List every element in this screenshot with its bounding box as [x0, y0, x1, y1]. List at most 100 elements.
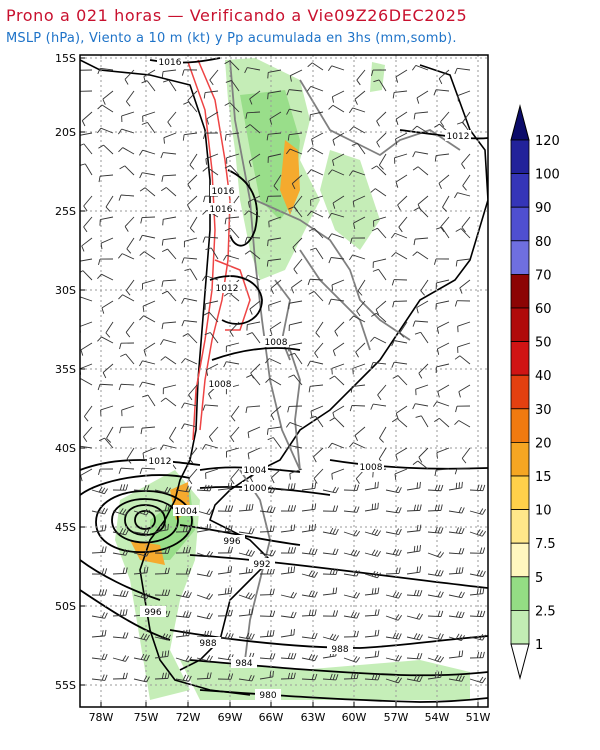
isobar-label: 984 — [235, 659, 252, 669]
wind-barb — [412, 151, 429, 158]
wind-barb — [154, 567, 170, 575]
colorbar-label: 70 — [535, 268, 552, 283]
wind-barb — [244, 210, 261, 218]
wind-barb — [175, 568, 192, 575]
precip-colorbar: 120 100 90 80 70 60 50 40 30 20 15 10 7.5 5 2.5 1 — [510, 104, 560, 680]
wind-barb — [266, 195, 282, 203]
isobar-label-bg — [157, 56, 183, 67]
wind-barb — [385, 486, 402, 494]
wind-barb — [142, 394, 156, 407]
wind-barb — [322, 527, 339, 535]
wind-barb — [80, 143, 93, 155]
wind-barb — [440, 111, 450, 128]
wind-barb — [348, 170, 366, 176]
wind-barb — [238, 674, 255, 682]
isobar-label-bg — [327, 643, 353, 654]
wind-barb — [355, 342, 366, 358]
wind-barb — [265, 378, 282, 386]
wind-barb — [139, 381, 156, 388]
wind-barb — [454, 355, 471, 365]
isobar-980 — [199, 689, 488, 703]
wind-barb — [379, 426, 387, 443]
isobar-992 — [189, 554, 488, 589]
latitude-label: 30S — [55, 284, 76, 297]
wind-barb — [328, 257, 345, 264]
wind-barb — [154, 633, 171, 641]
wind-barb — [457, 90, 471, 102]
wind-barb — [327, 65, 345, 72]
wind-barb — [343, 484, 360, 491]
wind-barb — [139, 360, 156, 367]
wind-barb — [112, 590, 129, 598]
wind-barb — [331, 90, 345, 103]
wind-barb — [112, 632, 129, 639]
longitude-label: 66W — [259, 711, 284, 724]
wind-barb — [427, 484, 444, 492]
wind-barb — [203, 132, 219, 140]
wind-barb — [175, 485, 192, 493]
terrain-contours — [187, 59, 251, 441]
wind-barb — [406, 545, 421, 554]
colorbar-top-triangle — [510, 104, 530, 141]
wind-barb — [442, 195, 450, 212]
wind-barb — [394, 468, 408, 480]
wind-barb — [270, 468, 282, 484]
wind-barb — [385, 676, 403, 684]
wind-barb — [121, 405, 135, 417]
wind-barb — [352, 363, 366, 375]
wind-barb — [238, 632, 255, 640]
wind-barb — [259, 653, 276, 660]
colorbar-segment — [510, 576, 530, 611]
wind-barb — [125, 321, 135, 338]
wind-barb — [310, 405, 324, 418]
wind-barb — [267, 153, 282, 163]
wind-barb — [343, 569, 360, 577]
wind-barb — [97, 104, 114, 113]
longitude-label: 57W — [384, 711, 409, 724]
wind-barb — [280, 566, 296, 575]
low-pressure-center-3 — [111, 498, 179, 544]
wind-barb — [301, 673, 318, 681]
wind-barb — [406, 504, 422, 512]
wind-barb — [175, 629, 191, 638]
isobar-label: 992 — [253, 560, 270, 570]
colorbar-segment — [510, 408, 530, 443]
latitude-label: 55S — [55, 679, 76, 692]
isobar-label-bg — [208, 203, 234, 214]
wind-barb — [301, 482, 317, 491]
wind-barb — [98, 258, 114, 265]
wind-barb — [385, 632, 402, 640]
wind-barb — [160, 187, 177, 197]
wind-barb — [469, 651, 485, 659]
wind-barb — [268, 300, 282, 312]
wind-barb — [364, 481, 379, 491]
isobar-1016-mid — [227, 169, 258, 247]
wind-barb — [102, 90, 114, 105]
wind-barb — [415, 415, 429, 428]
wind-barb — [391, 361, 408, 368]
wind-barb — [259, 588, 275, 596]
wind-barb — [154, 486, 171, 494]
wind-barb — [112, 508, 130, 516]
wind-barb — [238, 592, 256, 600]
low-pressure-center-4 — [95, 490, 193, 554]
wind-barb — [448, 611, 465, 619]
wind-barb — [230, 426, 240, 443]
wind-barb — [293, 258, 303, 275]
wind-barb — [412, 320, 429, 327]
wind-barb — [181, 69, 198, 76]
wind-barb — [280, 611, 297, 619]
wind-barb — [97, 67, 114, 75]
wind-barb — [175, 655, 193, 663]
wind-barb — [288, 206, 303, 218]
wind-barb — [427, 671, 443, 680]
wind-barb — [395, 174, 408, 188]
wind-barb — [385, 548, 402, 556]
wind-barb — [224, 102, 240, 113]
wind-barb — [98, 174, 114, 183]
wind-barb — [364, 609, 380, 617]
wind-barb — [459, 279, 471, 294]
wind-barb — [206, 111, 219, 125]
wind-barb — [435, 300, 450, 310]
wind-barb — [160, 444, 177, 451]
